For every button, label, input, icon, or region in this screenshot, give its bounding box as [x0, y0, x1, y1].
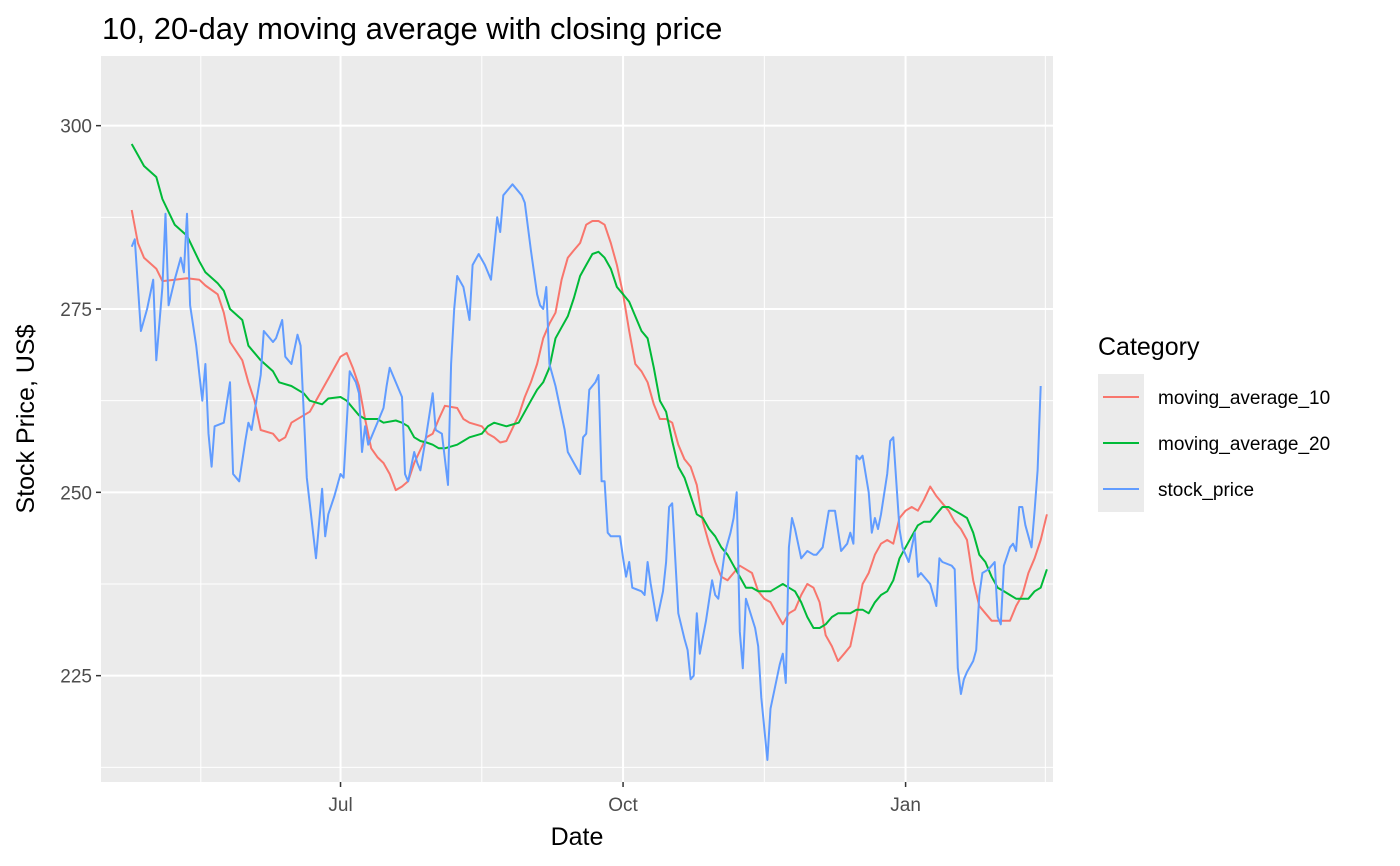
- legend-title: Category: [1098, 333, 1200, 361]
- plot-panel: [101, 56, 1053, 782]
- legend-label-moving_average_10: moving_average_10: [1158, 388, 1330, 409]
- series-line-moving_average_10: [130, 209, 1048, 662]
- y-tick-label: 250: [60, 483, 92, 504]
- series-line-stock_price: [130, 183, 1042, 761]
- legend-items: moving_average_10 moving_average_20 stock_…: [1098, 374, 1330, 512]
- y-axis-title: Stock Price, US$: [12, 324, 40, 513]
- y-tick-label: 300: [60, 117, 92, 138]
- y-tick-label: 225: [60, 667, 92, 688]
- legend: Category moving_average_10moving_average…: [1098, 333, 1330, 512]
- x-tick-label: Jan: [890, 795, 921, 816]
- x-axis-title: Date: [551, 823, 604, 851]
- legend-label-stock_price: stock_price: [1158, 480, 1254, 501]
- series-layer: [130, 143, 1048, 761]
- axis-layer: 225 250 275 300 Jul Oct Jan: [60, 117, 921, 816]
- series-line-moving_average_20: [130, 143, 1048, 629]
- y-tick-label: 275: [60, 300, 92, 321]
- x-tick-label: Jul: [328, 795, 352, 816]
- x-tick-label: Oct: [608, 795, 638, 816]
- grid-layer: [101, 56, 1053, 782]
- legend-label-moving_average_20: moving_average_20: [1158, 434, 1330, 455]
- chart-title: 10, 20-day moving average with closing p…: [102, 11, 722, 46]
